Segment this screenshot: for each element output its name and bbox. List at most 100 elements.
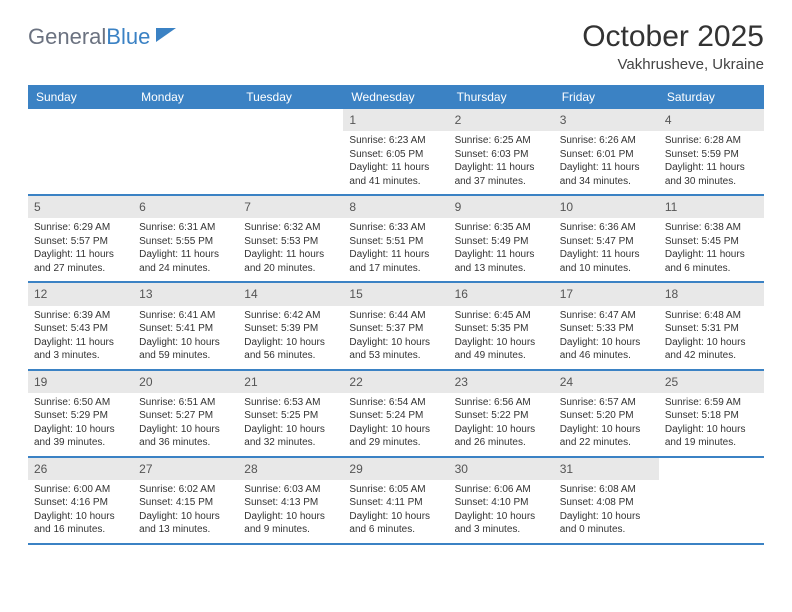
day-number: 11 (659, 196, 764, 218)
sunrise-text: Sunrise: 6:36 AM (560, 221, 653, 235)
daylight-text: Daylight: 10 hours and 3 minutes. (455, 510, 548, 537)
sunrise-text: Sunrise: 6:47 AM (560, 309, 653, 323)
sunset-text: Sunset: 4:10 PM (455, 496, 548, 510)
sunrise-text: Sunrise: 6:29 AM (34, 221, 127, 235)
sunset-text: Sunset: 5:33 PM (560, 322, 653, 336)
sunrise-text: Sunrise: 6:50 AM (34, 396, 127, 410)
calendar-day: 15Sunrise: 6:44 AMSunset: 5:37 PMDayligh… (343, 283, 448, 368)
daylight-text: Daylight: 10 hours and 26 minutes. (455, 423, 548, 450)
day-number: 7 (238, 196, 343, 218)
calendar-day: 17Sunrise: 6:47 AMSunset: 5:33 PMDayligh… (554, 283, 659, 368)
daylight-text: Daylight: 10 hours and 39 minutes. (34, 423, 127, 450)
logo-text: GeneralBlue (28, 24, 150, 50)
sunset-text: Sunset: 5:24 PM (349, 409, 442, 423)
sunrise-text: Sunrise: 6:51 AM (139, 396, 232, 410)
day-of-week-header: Friday (554, 85, 659, 109)
week-row: 19Sunrise: 6:50 AMSunset: 5:29 PMDayligh… (28, 371, 764, 458)
calendar-day: 9 Sunrise: 6:35 AMSunset: 5:49 PMDaylight… (449, 196, 554, 281)
calendar-day: 14Sunrise: 6:42 AMSunset: 5:39 PMDayligh… (238, 283, 343, 368)
day-of-week-header: Saturday (659, 85, 764, 109)
daylight-text: Daylight: 10 hours and 22 minutes. (560, 423, 653, 450)
day-number: 25 (659, 371, 764, 393)
sunset-text: Sunset: 5:18 PM (665, 409, 758, 423)
calendar-day: 7Sunrise: 6:32 AMSunset: 5:53 PMDaylight… (238, 196, 343, 281)
sunrise-text: Sunrise: 6:45 AM (455, 309, 548, 323)
daylight-text: Daylight: 10 hours and 0 minutes. (560, 510, 653, 537)
sunrise-text: Sunrise: 6:48 AM (665, 309, 758, 323)
day-number: 27 (133, 458, 238, 480)
weeks-container: 1Sunrise: 6:23 AMSunset: 6:05 PMDaylight… (28, 109, 764, 545)
daylight-text: Daylight: 11 hours and 6 minutes. (665, 248, 758, 275)
sunrise-text: Sunrise: 6:53 AM (244, 396, 337, 410)
sunset-text: Sunset: 5:59 PM (665, 148, 758, 162)
sunrise-text: Sunrise: 6:32 AM (244, 221, 337, 235)
week-row: 5 Sunrise: 6:29 AMSunset: 5:57 PM Daylight… (28, 196, 764, 283)
calendar-day: 27Sunrise: 6:02 AMSunset: 4:15 PMDayligh… (133, 458, 238, 543)
day-of-week-header: Monday (133, 85, 238, 109)
day-number: 1 (343, 109, 448, 131)
day-number: 12 (28, 283, 133, 305)
day-number: 21 (238, 371, 343, 393)
sunset-text: Sunset: 5:43 PM (34, 322, 127, 336)
calendar-day: 1Sunrise: 6:23 AMSunset: 6:05 PMDaylight… (343, 109, 448, 194)
day-number: 30 (449, 458, 554, 480)
day-of-week-header: Tuesday (238, 85, 343, 109)
calendar-day: 13Sunrise: 6:41 AMSunset: 5:41 PMDayligh… (133, 283, 238, 368)
sunrise-text: Sunrise: 6:35 AM (455, 221, 548, 235)
day-number: 10 (554, 196, 659, 218)
day-number: 5 (28, 196, 133, 218)
sunrise-text: Sunrise: 6:44 AM (349, 309, 442, 323)
week-row: 12Sunrise: 6:39 AMSunset: 5:43 PMDayligh… (28, 283, 764, 370)
calendar-day: 2Sunrise: 6:25 AMSunset: 6:03 PMDaylight… (449, 109, 554, 194)
daylight-text: Daylight: 11 hours and 13 minutes. (455, 248, 548, 275)
sunrise-text: Sunrise: 6:54 AM (349, 396, 442, 410)
day-of-week-row: SundayMondayTuesdayWednesdayThursdayFrid… (28, 85, 764, 109)
week-row: 1Sunrise: 6:23 AMSunset: 6:05 PMDaylight… (28, 109, 764, 196)
sunset-text: Sunset: 5:57 PM (34, 235, 127, 249)
day-of-week-header: Sunday (28, 85, 133, 109)
daylight-text: Daylight: 10 hours and 46 minutes. (560, 336, 653, 363)
daylight-text: Daylight: 11 hours and 3 minutes. (34, 336, 127, 363)
day-number: 9 (449, 196, 554, 218)
calendar-day: 30Sunrise: 6:06 AMSunset: 4:10 PMDayligh… (449, 458, 554, 543)
day-number: 31 (554, 458, 659, 480)
daylight-text: Daylight: 10 hours and 42 minutes. (665, 336, 758, 363)
daylight-text: Daylight: 10 hours and 13 minutes. (139, 510, 232, 537)
daylight-text: Daylight: 10 hours and 29 minutes. (349, 423, 442, 450)
calendar: SundayMondayTuesdayWednesdayThursdayFrid… (28, 85, 764, 545)
calendar-day: 22Sunrise: 6:54 AMSunset: 5:24 PMDayligh… (343, 371, 448, 456)
daylight-text: Daylight: 10 hours and 49 minutes. (455, 336, 548, 363)
daylight-text: Daylight: 10 hours and 36 minutes. (139, 423, 232, 450)
sunset-text: Sunset: 5:41 PM (139, 322, 232, 336)
sunrise-text: Sunrise: 6:25 AM (455, 134, 548, 148)
calendar-day: 18Sunrise: 6:48 AMSunset: 5:31 PMDayligh… (659, 283, 764, 368)
sunrise-text: Sunrise: 6:59 AM (665, 396, 758, 410)
logo-word2: Blue (106, 24, 150, 49)
day-number: 15 (343, 283, 448, 305)
day-number: 26 (28, 458, 133, 480)
day-number: 29 (343, 458, 448, 480)
sunrise-text: Sunrise: 6:42 AM (244, 309, 337, 323)
sunset-text: Sunset: 5:53 PM (244, 235, 337, 249)
daylight-text: Daylight: 11 hours and 30 minutes. (665, 161, 758, 188)
day-number: 23 (449, 371, 554, 393)
sunset-text: Sunset: 5:55 PM (139, 235, 232, 249)
calendar-day: 4Sunrise: 6:28 AMSunset: 5:59 PMDaylight… (659, 109, 764, 194)
title-block: October 2025 Vakhrusheve, Ukraine (582, 20, 764, 73)
sunrise-text: Sunrise: 6:56 AM (455, 396, 548, 410)
day-number: 8 (343, 196, 448, 218)
sunrise-text: Sunrise: 6:57 AM (560, 396, 653, 410)
sunrise-text: Sunrise: 6:03 AM (244, 483, 337, 497)
location: Vakhrusheve, Ukraine (582, 56, 764, 73)
sunset-text: Sunset: 5:49 PM (455, 235, 548, 249)
daylight-text: Daylight: 10 hours and 6 minutes. (349, 510, 442, 537)
day-number: 2 (449, 109, 554, 131)
sunrise-text: Sunrise: 6:08 AM (560, 483, 653, 497)
day-number: 3 (554, 109, 659, 131)
day-number: 28 (238, 458, 343, 480)
sunrise-text: Sunrise: 6:02 AM (139, 483, 232, 497)
daylight-text: Daylight: 10 hours and 53 minutes. (349, 336, 442, 363)
daylight-text: Daylight: 11 hours and 10 minutes. (560, 248, 653, 275)
sunset-text: Sunset: 4:08 PM (560, 496, 653, 510)
calendar-day: 11Sunrise: 6:38 AMSunset: 5:45 PMDayligh… (659, 196, 764, 281)
